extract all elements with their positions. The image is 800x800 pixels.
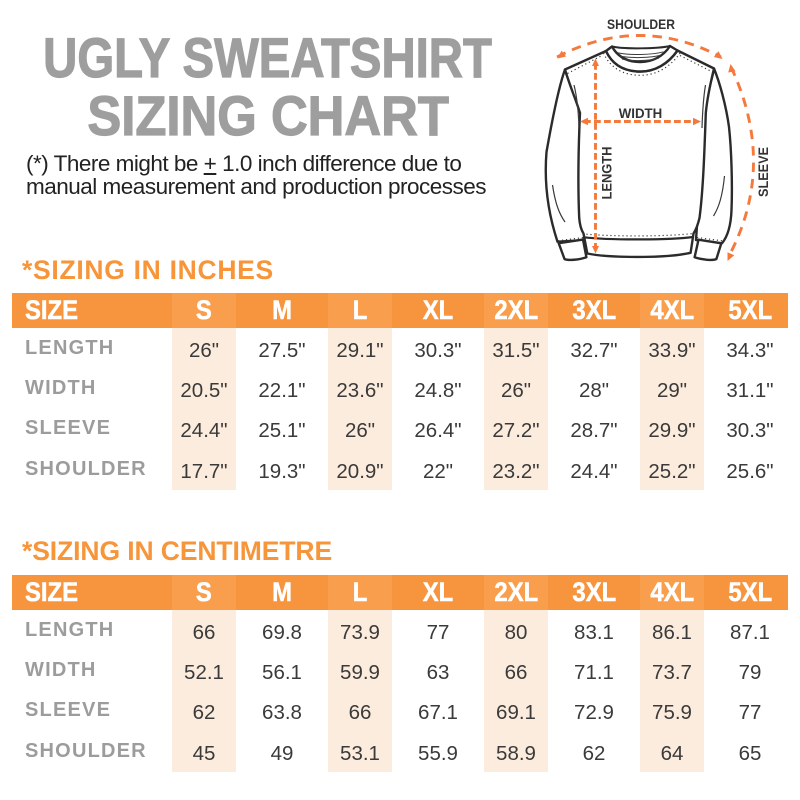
- svg-text:SLEEVE: SLEEVE: [756, 147, 771, 197]
- svg-text:SHOULDER: SHOULDER: [607, 17, 675, 32]
- svg-text:WIDTH: WIDTH: [619, 106, 663, 121]
- svg-text:LENGTH: LENGTH: [600, 147, 615, 200]
